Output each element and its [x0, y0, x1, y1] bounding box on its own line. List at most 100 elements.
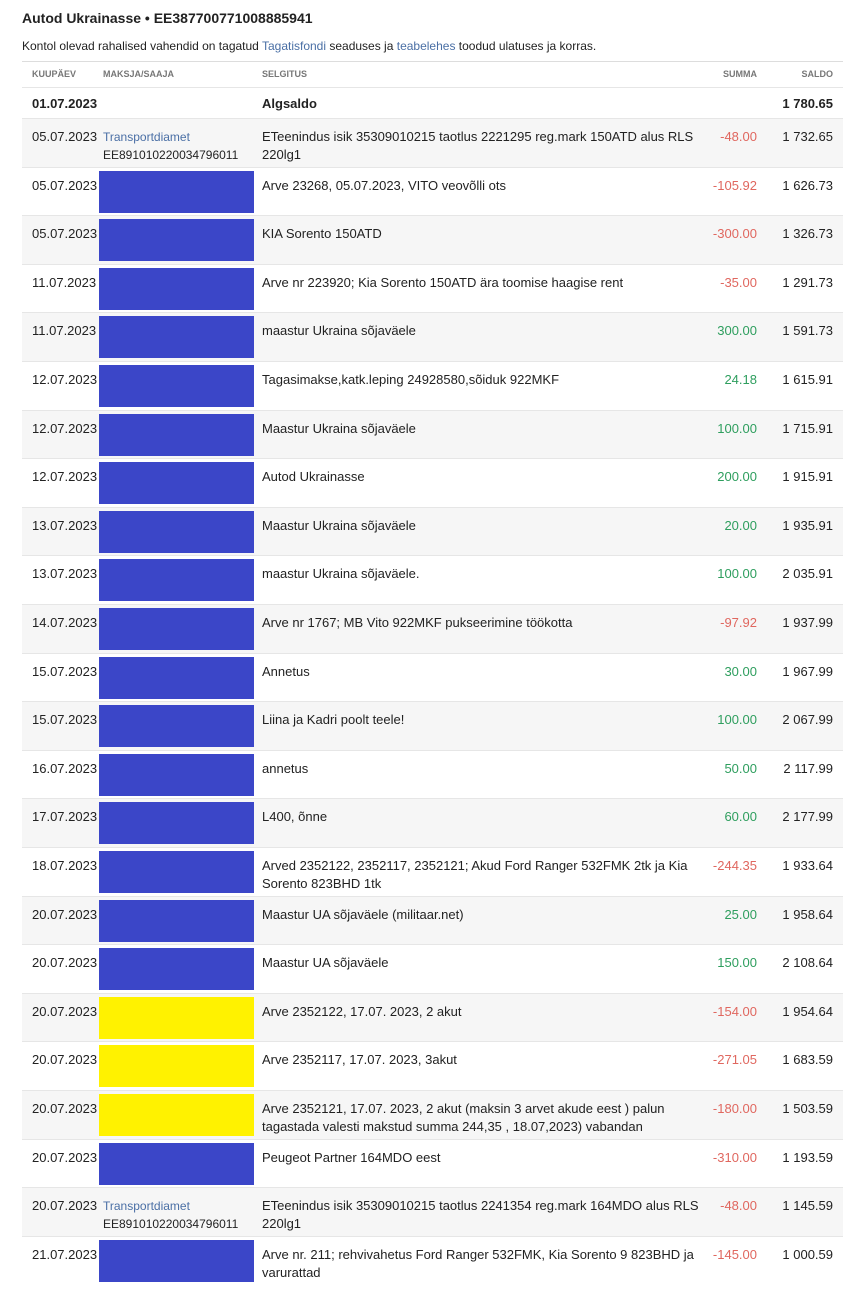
payer-link[interactable]: Transportdiamet	[103, 1199, 190, 1214]
description: Arve 2352122, 17.07. 2023, 2 akut	[262, 1003, 462, 1019]
redaction	[99, 753, 254, 796]
amount: 200.00	[717, 469, 757, 485]
description: maastur Ukraina sõjaväele.	[262, 566, 420, 582]
transaction-row: 20.07.2023 Peugeot Partner 164MDO eest -31…	[22, 1138, 843, 1189]
balance: 1 503.59	[782, 1101, 833, 1116]
redaction	[99, 413, 254, 456]
description: Arve 23268, 05.07.2023, VITO veovõlli ot…	[262, 177, 507, 193]
description: Arve 2352121, 17.07. 2023, 2 akut (maksi…	[262, 1101, 665, 1134]
column-header: SALDO	[801, 69, 834, 79]
balance: 1 933.64	[782, 858, 833, 873]
redaction	[99, 1239, 254, 1282]
transaction-row: 20.07.2023 Arve 2352122, 17.07. 2023, 2 a…	[22, 992, 843, 1043]
date: 15.07.2023	[32, 663, 98, 679]
balance: 1 683.59	[782, 1052, 833, 1068]
date: 21.07.2023	[32, 1246, 98, 1262]
date: 13.07.2023	[32, 517, 98, 533]
notice-text: Kontol olevad rahalised vahendid on taga…	[22, 39, 262, 53]
table-top-line	[22, 61, 843, 62]
description: Tagasimakse,katk.leping 24928580,sõiduk …	[262, 372, 560, 387]
description: Autod Ukrainasse	[262, 469, 365, 485]
amount: 100.00	[717, 566, 757, 582]
transaction-row: 15.07.2023 Annetus 30.00 1 967.99	[22, 652, 843, 703]
balance: 1 935.91	[782, 517, 833, 533]
transaction-row: 15.07.2023 Liina ja Kadri poolt teele! 100…	[22, 701, 843, 751]
notice-link[interactable]: teabelehes	[396, 39, 456, 53]
balance: 1 937.99	[782, 615, 833, 630]
payer-link[interactable]: Transportdiamet	[103, 130, 190, 144]
balance: 1 193.59	[782, 1149, 833, 1165]
redaction	[99, 899, 254, 942]
balance: 2 035.91	[782, 566, 833, 582]
amount: -105.92	[712, 177, 757, 193]
amount: 20.00	[724, 517, 757, 533]
column-header: SUMMA	[723, 69, 757, 79]
transaction-row: 20.07.2023 Maastur UA sõjaväele 150.00 2 10…	[22, 944, 843, 994]
redaction	[99, 1094, 254, 1136]
description: Maastur UA sõjaväele (militaar.net)	[262, 906, 464, 922]
date: 11.07.2023	[32, 274, 97, 290]
amount: 100.00	[717, 712, 757, 728]
description: ETeenindus isik 35309010215 taotlus 2241…	[262, 1198, 699, 1232]
date: 20.07.2023	[32, 1149, 98, 1165]
balance: 1 954.64	[782, 1003, 833, 1019]
redaction	[99, 510, 254, 553]
balance: 2 108.64	[782, 955, 833, 971]
amount: 150.00	[717, 955, 757, 971]
opening-date: 01.07.2023	[32, 96, 98, 111]
payer-account: EE891010220034796011	[103, 148, 239, 162]
balance: 1 145.59	[782, 1198, 833, 1214]
redaction	[99, 170, 254, 213]
description: Arve nr 223920; Kia Sorento 150ATD ära t…	[262, 274, 624, 290]
amount: -300.00	[712, 226, 757, 242]
column-header: MAKSJA/SAAJA	[103, 69, 175, 79]
description: Peugeot Partner 164MDO eest	[262, 1149, 441, 1165]
balance: 1 732.65	[782, 129, 833, 144]
transaction-row: 05.07.2023 Transportdiamet EE8910102200347…	[22, 118, 843, 168]
date: 12.07.2023	[32, 469, 98, 485]
date: 20.07.2023	[32, 955, 98, 971]
transaction-row: 20.07.2023 Arve 2352121, 17.07. 2023, 2 a…	[22, 1090, 843, 1140]
amount: 100.00	[717, 420, 757, 436]
balance: 1 915.91	[782, 469, 833, 485]
transaction-row: 12.07.2023 Tagasimakse,katk.leping 249285…	[22, 361, 843, 411]
description: Maastur Ukraina sõjaväele	[262, 517, 416, 533]
amount: 24.18	[724, 372, 757, 387]
redaction	[99, 948, 254, 991]
balance: 1 291.73	[782, 274, 833, 290]
date: 12.07.2023	[32, 372, 98, 387]
amount: -154.00	[712, 1003, 757, 1019]
account-title: Autod Ukrainasse • EE387700771008885941	[22, 10, 313, 26]
balance: 1 967.99	[782, 663, 833, 679]
amount: -48.00	[720, 129, 757, 144]
amount: -244.35	[712, 858, 757, 873]
date: 05.07.2023	[32, 226, 98, 242]
description: Liina ja Kadri poolt teele!	[262, 712, 405, 728]
balance: 1 958.64	[782, 906, 833, 922]
transaction-row: 20.07.2023 Maastur UA sõjaväele (militaar…	[22, 895, 843, 946]
balance: 1 000.59	[782, 1246, 833, 1262]
transaction-row: 21.07.2023 Arve nr. 211; rehvivahetus For…	[22, 1235, 843, 1286]
date: 20.07.2023	[32, 1101, 98, 1116]
description: Annetus	[262, 663, 310, 679]
amount: 60.00	[724, 809, 757, 825]
notice-link[interactable]: Tagatisfondi	[261, 39, 327, 53]
redaction	[99, 802, 254, 845]
transaction-row: 13.07.2023 maastur Ukraina sõjaväele. 100.…	[22, 555, 843, 605]
date: 18.07.2023	[32, 858, 98, 873]
transaction-row: 14.07.2023 Arve nr 1767; MB Vito 922MKF p…	[22, 604, 843, 654]
date: 20.07.2023	[32, 1003, 98, 1019]
amount: -48.00	[720, 1198, 757, 1214]
amount: -180.00	[712, 1101, 757, 1116]
amount: 25.00	[724, 906, 757, 922]
description: Arve 2352117, 17.07. 2023, 3akut	[262, 1052, 457, 1068]
balance: 2 177.99	[782, 809, 833, 825]
redaction	[99, 1142, 254, 1185]
payer-account: EE891010220034796011	[103, 1217, 239, 1232]
transaction-row: 20.07.2023 Transportdiamet EE8910102200347…	[22, 1187, 843, 1237]
date: 20.07.2023	[32, 1198, 98, 1214]
date: 20.07.2023	[32, 906, 98, 922]
description: Maastur Ukraina sõjaväele	[262, 420, 416, 436]
transaction-row: 11.07.2023 maastur Ukraina sõjaväele 300.0…	[22, 312, 843, 362]
